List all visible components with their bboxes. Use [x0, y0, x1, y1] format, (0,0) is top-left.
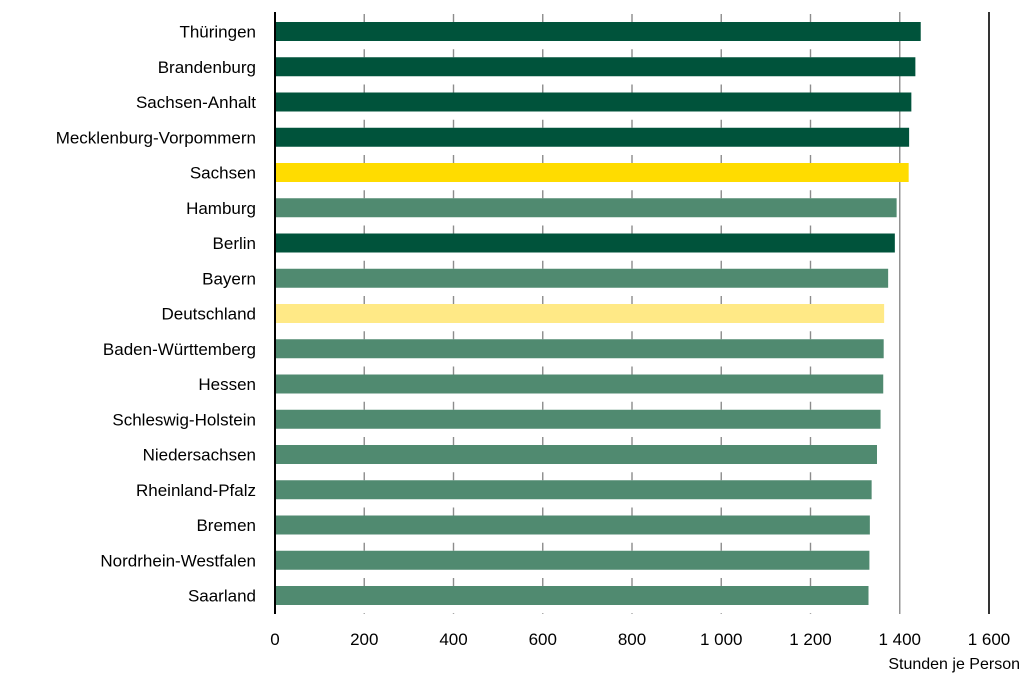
- x-tick-label-1400: 1 400: [878, 630, 921, 649]
- category-label-sachsen: Sachsen: [190, 164, 256, 183]
- x-tick-label-800: 800: [618, 630, 646, 649]
- category-label-bremen: Bremen: [196, 516, 256, 535]
- bar-schleswig-holstein: [276, 409, 881, 429]
- bar-hamburg: [276, 198, 897, 218]
- bar-bremen: [276, 515, 870, 535]
- x-tick-label-1200: 1 200: [789, 630, 832, 649]
- x-axis-title: Stunden je Person: [888, 656, 1020, 673]
- bar-brandenburg: [276, 57, 916, 77]
- category-label-sachsen-anhalt: Sachsen-Anhalt: [136, 93, 256, 112]
- x-tick-label-200: 200: [350, 630, 378, 649]
- category-label-rheinland-pfalz: Rheinland-Pfalz: [136, 481, 256, 500]
- x-tick-label-0: 0: [270, 630, 279, 649]
- category-label-bayern: Bayern: [202, 269, 256, 288]
- bar-niedersachsen: [276, 445, 877, 464]
- bar-deutschland: [276, 304, 885, 323]
- bar-berlin: [276, 233, 895, 253]
- tick-layer: 0 200 400 600 800 1 000 1 200 1 400 1 600: [270, 630, 1010, 649]
- category-label-brandenburg: Brandenburg: [158, 58, 256, 77]
- bar-rheinland-pfalz: [276, 480, 872, 500]
- bar-sachsen: [276, 163, 909, 182]
- bar-nordrhein-westfalen: [276, 550, 870, 570]
- category-label-saarland: Saarland: [188, 587, 256, 606]
- x-tick-label-1600: 1 600: [968, 630, 1011, 649]
- bar-layer: [276, 22, 921, 605]
- bar-hessen: [276, 374, 884, 394]
- category-label-nordrhein-westfalen: Nordrhein-Westfalen: [100, 551, 256, 570]
- bar-sachsen-anhalt: [276, 92, 912, 112]
- category-label-berlin: Berlin: [213, 234, 256, 253]
- category-label-hamburg: Hamburg: [186, 199, 256, 218]
- x-tick-label-1000: 1 000: [700, 630, 743, 649]
- category-label-schleswig-holstein: Schleswig-Holstein: [112, 410, 256, 429]
- label-layer: Thüringen Brandenburg Sachsen-Anhalt Meckle…: [56, 23, 257, 606]
- category-label-mecklenburg-vorpommern: Mecklenburg-Vorpommern: [56, 128, 256, 147]
- x-tick-label-600: 600: [529, 630, 557, 649]
- x-tick-label-400: 400: [439, 630, 467, 649]
- bar-mecklenburg-vorpommern: [276, 127, 910, 147]
- category-label-deutschland: Deutschland: [161, 305, 256, 324]
- bar-thüringen: [276, 22, 921, 41]
- bar-baden-württemberg: [276, 339, 884, 359]
- grid-layer: [274, 12, 990, 614]
- category-label-baden-württemberg: Baden-Württemberg: [103, 340, 256, 359]
- bar-bayern: [276, 268, 889, 288]
- category-label-hessen: Hessen: [198, 375, 256, 394]
- category-label-thüringen: Thüringen: [179, 23, 256, 42]
- bar-saarland: [276, 586, 869, 605]
- category-label-niedersachsen: Niedersachsen: [143, 446, 256, 465]
